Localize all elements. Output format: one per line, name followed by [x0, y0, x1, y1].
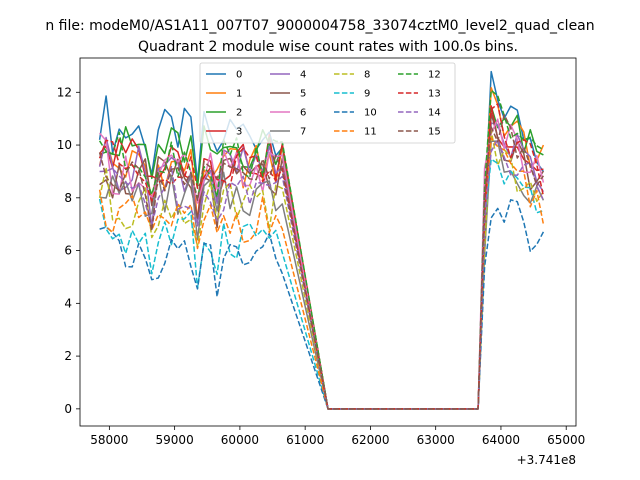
series-line-10 — [99, 199, 545, 410]
legend-box — [199, 62, 456, 144]
series-line-8 — [98, 129, 545, 410]
x-offset-label: +3.741e8 — [517, 453, 576, 467]
y-tick-label: 6 — [64, 244, 72, 258]
legend-label-9: 9 — [364, 89, 370, 100]
figure-suptitle: n file: modeM0/AS1A11_007T07_9000004758_… — [45, 18, 594, 34]
x-tick-label: 64000 — [482, 433, 520, 447]
series-line-2 — [99, 105, 544, 410]
x-tick-label: 62000 — [351, 433, 389, 447]
y-tick-label: 8 — [64, 191, 72, 205]
legend-label-1: 1 — [236, 89, 242, 100]
legend-label-5: 5 — [300, 89, 306, 100]
legend-label-0: 0 — [236, 70, 242, 81]
y-tick-label: 0 — [64, 402, 72, 416]
series-line-12 — [98, 89, 544, 410]
legend-label-11: 11 — [364, 127, 377, 138]
x-tick-label: 61000 — [286, 433, 324, 447]
legend-label-8: 8 — [364, 70, 370, 81]
legend-label-12: 12 — [428, 70, 441, 81]
series-line-11 — [98, 137, 545, 410]
legend-label-15: 15 — [428, 127, 441, 138]
series-line-7 — [99, 140, 545, 410]
legend-label-13: 13 — [428, 89, 441, 100]
legend-label-2: 2 — [236, 108, 242, 119]
series-line-3 — [99, 105, 544, 410]
x-tick-label: 65000 — [547, 433, 585, 447]
series-line-15 — [98, 114, 545, 410]
plot-frame — [79, 57, 577, 427]
legend-label-6: 6 — [300, 108, 306, 119]
series-line-9 — [98, 158, 544, 410]
legend-label-14: 14 — [428, 108, 441, 119]
legend-label-7: 7 — [300, 127, 306, 138]
x-tick-label: 63000 — [417, 433, 455, 447]
axes: 58000 59000 60000 61000 62000 63000 64000 65000… — [57, 57, 585, 467]
series-line-13 — [98, 103, 545, 410]
legend-label-10: 10 — [364, 108, 377, 119]
x-tick-label: 60000 — [221, 433, 259, 447]
y-tick-label: 2 — [64, 349, 72, 363]
y-tick-label: 10 — [57, 138, 72, 152]
legend-label-4: 4 — [300, 70, 306, 81]
y-tick-label: 4 — [64, 296, 72, 310]
chart-title: Quadrant 2 module wise count rates with … — [138, 39, 518, 55]
x-tick-label: 58000 — [90, 433, 128, 447]
x-tick-label: 59000 — [156, 433, 194, 447]
series-line-14 — [99, 138, 545, 410]
plot-lines — [98, 70, 545, 410]
y-tick-label: 12 — [57, 85, 72, 99]
legend-label-3: 3 — [236, 127, 242, 138]
